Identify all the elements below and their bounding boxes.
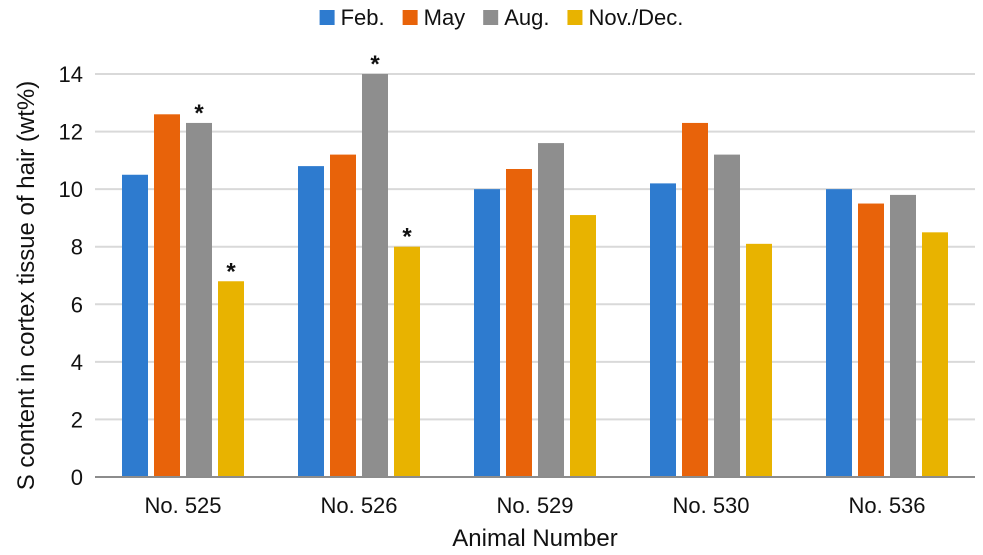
significance-marker: * <box>402 224 412 251</box>
bar-may-no-530 <box>682 122 708 477</box>
significance-marker: * <box>370 51 380 78</box>
x-tick-label: No. 536 <box>848 493 925 518</box>
x-tick-label: No. 526 <box>320 493 397 518</box>
bar-may-no-525 <box>154 114 180 478</box>
bar-feb-no-529 <box>474 189 500 477</box>
y-tick-label: 10 <box>59 177 83 202</box>
bar-aug-no-530 <box>714 154 740 477</box>
bar-aug-no-529 <box>538 143 564 478</box>
legend-label: Feb. <box>341 5 385 30</box>
bar-nov-dec-no-525 <box>218 281 244 477</box>
legend-label: May <box>424 5 466 30</box>
y-tick-label: 4 <box>71 350 83 375</box>
legend: Feb. May Aug. Nov./Dec. <box>319 5 683 30</box>
y-axis-ticks: 0 2 4 6 8 10 12 14 <box>59 62 83 490</box>
y-tick-label: 14 <box>59 62 83 87</box>
legend-swatch <box>402 10 418 25</box>
bar-feb-no-526 <box>298 166 324 477</box>
bar-may-no-536 <box>858 203 884 478</box>
bar-nov-dec-no-526 <box>394 246 420 477</box>
x-tick-label: No. 530 <box>672 493 749 518</box>
y-tick-label: 2 <box>71 407 83 432</box>
x-axis-title: Animal Number <box>452 525 617 552</box>
bars <box>122 74 948 478</box>
significance-marker: * <box>194 100 204 127</box>
bar-aug-no-536 <box>890 194 916 477</box>
x-tick-label: No. 529 <box>496 493 573 518</box>
bar-feb-no-536 <box>826 189 852 477</box>
bar-may-no-526 <box>330 154 356 477</box>
x-axis-ticks: No. 525 No. 526 No. 529 No. 530 No. 536 <box>144 493 925 518</box>
bar-nov-dec-no-530 <box>746 243 772 477</box>
bar-may-no-529 <box>506 168 532 477</box>
legend-swatch <box>483 10 499 25</box>
legend-swatch <box>567 10 583 25</box>
y-tick-label: 12 <box>59 120 83 145</box>
y-tick-label: 0 <box>71 465 83 490</box>
legend-label: Nov./Dec. <box>588 5 683 30</box>
y-axis-title: S content in cortex tissue of hair (wt%) <box>13 81 40 491</box>
y-tick-label: 8 <box>71 235 83 260</box>
bar-aug-no-526 <box>362 74 388 477</box>
legend-label: Aug. <box>504 5 549 30</box>
x-tick-label: No. 525 <box>144 493 221 518</box>
bar-nov-dec-no-529 <box>570 215 596 478</box>
annotations: * * * * <box>194 51 412 285</box>
bar-feb-no-525 <box>122 174 148 477</box>
y-tick-label: 6 <box>71 292 83 317</box>
bar-aug-no-525 <box>186 122 212 477</box>
bar-nov-dec-no-536 <box>922 232 948 477</box>
legend-swatch <box>319 10 335 25</box>
significance-marker: * <box>226 258 236 285</box>
bar-feb-no-530 <box>650 183 676 477</box>
